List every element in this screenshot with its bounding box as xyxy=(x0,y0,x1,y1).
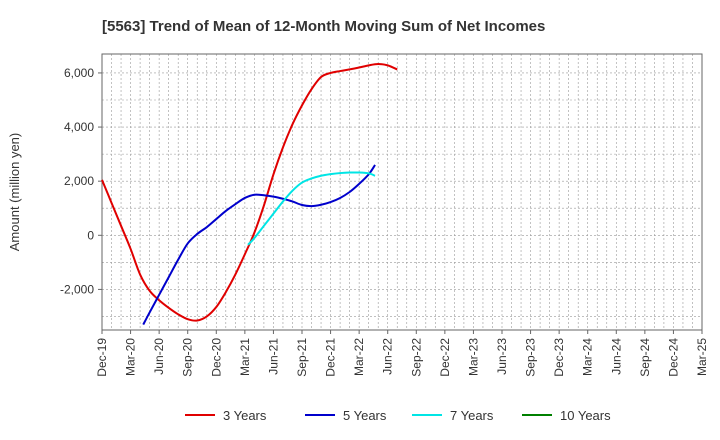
x-tick-label: Dec-23 xyxy=(552,338,566,377)
legend-label: 7 Years xyxy=(450,408,494,423)
legend-label: 10 Years xyxy=(560,408,611,423)
x-tick-label: Jun-20 xyxy=(152,338,166,375)
x-tick-label: Sep-24 xyxy=(638,338,652,377)
x-tick-label: Dec-21 xyxy=(324,338,338,377)
x-tick-label: Jun-24 xyxy=(609,338,623,375)
x-tick-label: Mar-25 xyxy=(695,338,709,376)
x-tick-label: Mar-20 xyxy=(124,338,138,376)
x-tick-label: Sep-22 xyxy=(409,338,423,377)
legend: 3 Years 5 Years 7 Years 10 Years xyxy=(185,408,611,423)
x-tick-label: Mar-22 xyxy=(352,338,366,376)
x-tick-label: Mar-21 xyxy=(238,338,252,376)
y-tick-label: -2,000 xyxy=(60,282,94,296)
gridlines xyxy=(101,54,703,330)
series-line-7-years xyxy=(247,171,376,246)
legend-item-10-years: 10 Years xyxy=(522,408,611,423)
y-tick-label: 2,000 xyxy=(64,174,94,188)
x-tick-label: Sep-23 xyxy=(524,338,538,377)
plot-area: -2,000 0 2,000 4,000 6,000 Dec-19 Mar-20 Jun-20… xyxy=(60,53,709,377)
x-tick-label: Dec-22 xyxy=(438,338,452,377)
legend-item-3-years: 3 Years xyxy=(185,408,267,423)
legend-label: 3 Years xyxy=(223,408,267,423)
y-axis-label: Amount (million yen) xyxy=(7,133,22,252)
y-tick-label: 0 xyxy=(87,228,94,242)
series-line-5-years xyxy=(142,164,376,326)
legend-item-5-years: 5 Years xyxy=(305,408,387,423)
x-tick-label: Mar-24 xyxy=(581,338,595,376)
x-tick-label: Mar-23 xyxy=(466,338,480,376)
y-tick-label: 6,000 xyxy=(64,66,94,80)
plot-background xyxy=(102,54,702,330)
x-tick-label: Sep-21 xyxy=(295,338,309,377)
x-tick-label: Dec-20 xyxy=(209,338,223,377)
x-tick-label: Dec-19 xyxy=(95,338,109,377)
x-tick-label: Sep-20 xyxy=(181,338,195,377)
legend-label: 5 Years xyxy=(343,408,387,423)
chart-title: [5563] Trend of Mean of 12-Month Moving … xyxy=(102,18,545,35)
x-tick-label: Jun-23 xyxy=(495,338,509,375)
legend-item-7-years: 7 Years xyxy=(412,408,494,423)
y-tick-label: 4,000 xyxy=(64,120,94,134)
x-tick-label: Jun-22 xyxy=(381,338,395,375)
x-tick-label: Jun-21 xyxy=(266,338,280,375)
plot-border xyxy=(101,53,703,331)
x-tick-label: Dec-24 xyxy=(666,338,680,377)
